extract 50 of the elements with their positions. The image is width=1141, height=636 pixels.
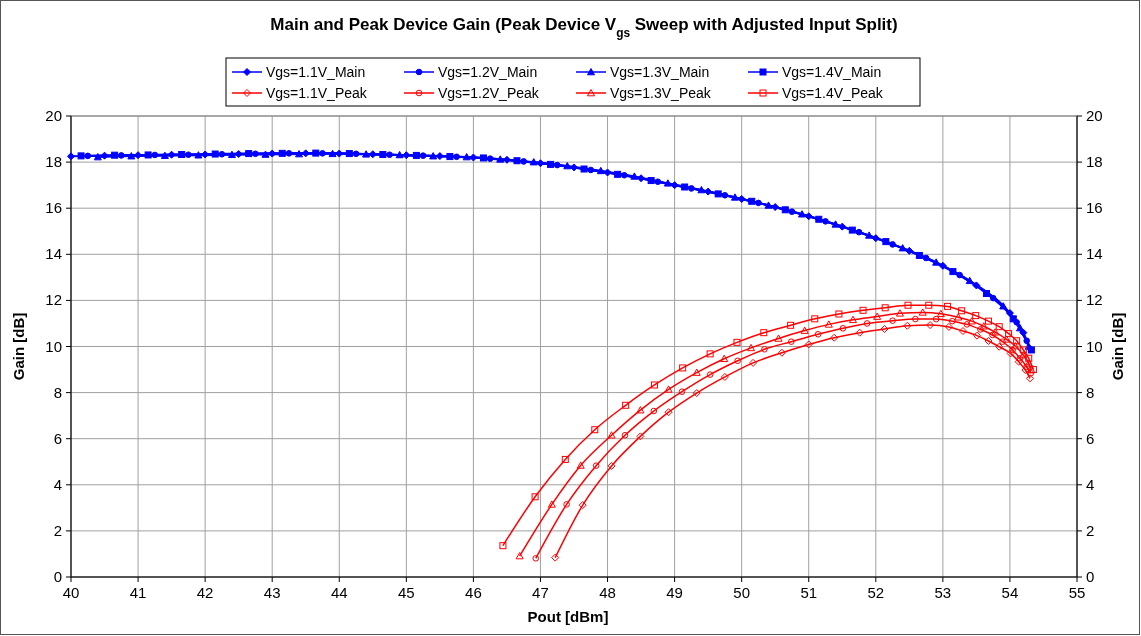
y-tick-label: 2: [53, 521, 62, 539]
y2-tick-label: 16: [1086, 199, 1103, 217]
x-tick-label: 45: [397, 584, 415, 601]
y2-tick-label: 14: [1086, 245, 1103, 263]
y-tick-label: 8: [53, 383, 62, 401]
y-tick-label: 0: [53, 568, 62, 585]
y2-tick-label: 2: [1086, 521, 1095, 539]
legend-label: Vgs=1.4V_Main: [782, 64, 882, 80]
x-tick-label: 41: [129, 584, 147, 601]
legend-label: Vgs=1.1V_Peak: [266, 85, 368, 101]
y2-tick-label: 8: [1086, 383, 1095, 401]
legend-label: Vgs=1.3V_Main: [610, 64, 710, 80]
x-tick-label: 40: [62, 584, 80, 601]
y2-tick-label: 20: [1086, 107, 1103, 124]
x-tick-label: 52: [867, 584, 885, 601]
y-tick-label: 4: [53, 475, 62, 493]
x-axis-title: Pout [dBm]: [527, 608, 609, 625]
x-tick-label: 49: [666, 584, 683, 601]
chart-title: Main and Peak Device Gain (Peak Device V$_{gs}$ Sweep with Adjusted Input Split): [270, 15, 898, 40]
x-tick-label: 50: [733, 584, 751, 601]
y2-tick-label: 0: [1086, 568, 1095, 585]
y-tick-label: 20: [45, 107, 62, 124]
y2-tick-label: 12: [1086, 291, 1103, 309]
y2-tick-label: 10: [1086, 337, 1103, 355]
legend-label: Vgs=1.2V_Main: [438, 64, 538, 80]
x-tick-label: 43: [263, 584, 281, 601]
x-tick-label: 48: [599, 584, 616, 601]
x-tick-label: 53: [934, 584, 952, 601]
y-tick-label: 14: [45, 245, 62, 263]
y2-axis-title: Gain [dB]: [1109, 312, 1126, 381]
y-tick-label: 18: [45, 153, 62, 171]
legend-label: Vgs=1.3V_Peak: [610, 85, 712, 101]
legend-label: Vgs=1.2V_Peak: [438, 85, 540, 101]
y-axis-title: Gain [dB]: [10, 312, 27, 381]
x-tick-label: 42: [196, 584, 214, 601]
x-tick-label: 44: [330, 584, 348, 601]
x-tick-label: 55: [1068, 584, 1086, 601]
y2-tick-label: 6: [1086, 429, 1095, 447]
y-tick-label: 6: [53, 429, 62, 447]
y2-tick-label: 4: [1086, 475, 1095, 493]
x-tick-label: 54: [1001, 584, 1019, 601]
legend-label: Vgs=1.1V_Main: [266, 64, 366, 80]
y-tick-label: 12: [45, 291, 62, 309]
legend-label: Vgs=1.4V_Peak: [782, 85, 884, 101]
x-tick-label: 51: [800, 584, 818, 601]
x-tick-label: 47: [532, 584, 549, 601]
y-tick-label: 10: [45, 337, 62, 355]
y2-tick-label: 18: [1086, 153, 1103, 171]
y-tick-label: 16: [45, 199, 62, 217]
x-tick-label: 46: [465, 584, 482, 601]
